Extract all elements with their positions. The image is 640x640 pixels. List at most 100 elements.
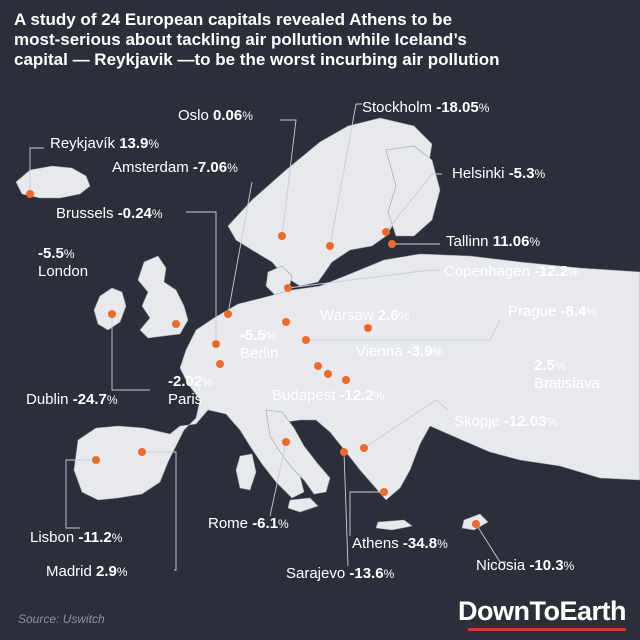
- capital-dot-london: [172, 320, 180, 328]
- capital-name-rome: Rome: [208, 515, 252, 532]
- percent-sign: %: [107, 393, 118, 407]
- percent-sign: %: [152, 207, 163, 221]
- capital-name-dublin: Dublin: [26, 391, 73, 408]
- capital-value-rome: -6.1: [252, 515, 278, 532]
- percent-sign: %: [568, 265, 579, 279]
- capital-name-bratislava: Bratislava: [534, 375, 601, 392]
- leader-line-amsterdam: [227, 181, 253, 315]
- capital-name-warsaw: Warsaw: [320, 307, 378, 324]
- capital-name-madrid: Madrid: [46, 563, 96, 580]
- leader-line-oslo: [280, 119, 297, 237]
- capital-label-dublin: Dublin -24.7%: [26, 391, 118, 408]
- capital-label-lisbon: Lisbon -11.2%: [30, 529, 123, 546]
- capital-dot-sarajevo: [340, 448, 348, 456]
- capital-dot-reykjavik: [26, 190, 34, 198]
- percent-sign: %: [555, 359, 566, 373]
- capital-value-athens: -34.8: [403, 535, 437, 552]
- capital-label-warsaw: Warsaw 2.6%: [320, 307, 410, 324]
- capital-label-stockholm: Stockholm -18.05%: [362, 99, 490, 116]
- capital-value-tallinn: 11.06: [493, 233, 530, 250]
- capital-dot-skopje: [360, 444, 368, 452]
- capital-dot-budapest: [342, 376, 350, 384]
- percent-sign: %: [529, 235, 540, 249]
- capital-name-stockholm: Stockholm: [362, 99, 436, 116]
- capital-dot-nicosia: [472, 520, 480, 528]
- leader-lines: [29, 103, 506, 571]
- percent-sign: %: [384, 567, 395, 581]
- capital-dot-rome: [282, 438, 290, 446]
- capital-value-amsterdam: -7.06: [193, 159, 227, 176]
- leader-line-helsinki: [385, 173, 442, 233]
- capital-label-tallinn: Tallinn 11.06%: [446, 233, 540, 250]
- capital-dot-dublin: [108, 310, 116, 318]
- percent-sign: %: [64, 247, 75, 261]
- capital-name-amsterdam: Amsterdam: [112, 159, 193, 176]
- capital-dot-tallinn: [388, 240, 396, 248]
- percent-sign: %: [586, 305, 597, 319]
- capital-value-sarajevo: -13.6: [349, 565, 383, 582]
- capital-name-vienna: Vienna: [356, 343, 407, 360]
- capital-name-london: London: [38, 263, 88, 280]
- leader-line-dublin: [111, 314, 150, 391]
- capital-label-nicosia: Nicosia -10.3%: [476, 557, 575, 574]
- capital-value-paris: -2.02: [168, 373, 202, 390]
- capital-label-sarajevo: Sarajevo -13.6%: [286, 565, 395, 582]
- leader-line-prague: [306, 319, 501, 341]
- percent-sign: %: [278, 517, 289, 531]
- capital-label-athens: Athens -34.8%: [352, 535, 448, 552]
- capital-value-london: -5.5: [38, 245, 64, 262]
- capital-dot-stockholm: [326, 242, 334, 250]
- capital-labels: Reykjavík 13.9%Oslo 0.06% Stockholm -18.0…: [26, 99, 601, 582]
- capital-name-nicosia: Nicosia: [476, 557, 529, 574]
- percent-sign: %: [148, 137, 159, 151]
- land-masses: [15, 117, 640, 531]
- percent-sign: %: [374, 389, 385, 403]
- leader-line-sarajevo: [343, 451, 349, 567]
- capital-name-sarajevo: Sarajevo: [286, 565, 349, 582]
- leader-line-brussels: [186, 211, 217, 344]
- leader-line-lisbon: [65, 459, 96, 529]
- headline: A study of 24 European capitals revealed…: [14, 10, 614, 70]
- capital-label-paris: -2.02%Paris: [168, 373, 213, 408]
- capital-dot-prague: [302, 336, 310, 344]
- capital-name-skopje: Skopje: [454, 413, 504, 430]
- percent-sign: %: [479, 101, 490, 115]
- capital-label-reykjavik: Reykjavík 13.9%: [50, 135, 159, 152]
- capital-name-lisbon: Lisbon: [30, 529, 78, 546]
- great-britain-landmass: [137, 255, 189, 339]
- brand-underline: [468, 628, 626, 631]
- capital-value-brussels: -0.24: [118, 205, 153, 222]
- capital-value-skopje: -12.03: [504, 413, 547, 430]
- percent-sign: %: [547, 415, 558, 429]
- capital-value-helsinki: -5.3: [509, 165, 535, 182]
- capital-name-tallinn: Tallinn: [446, 233, 493, 250]
- capital-name-reykjavik: Reykjavík: [50, 135, 119, 152]
- capital-value-oslo: 0.06: [213, 107, 242, 124]
- svg-text:2.5%: 2.5%: [534, 357, 566, 374]
- ireland-landmass: [93, 287, 127, 331]
- capital-name-copenhagen: Copenhagen: [444, 263, 534, 280]
- capital-dot-brussels: [212, 340, 220, 348]
- capital-label-bratislava: 2.5%Bratislava: [534, 357, 601, 392]
- capital-label-copenhagen: Copenhagen -12.2%: [444, 263, 579, 280]
- capital-value-dublin: -24.7: [73, 391, 107, 408]
- capital-name-brussels: Brussels: [56, 205, 118, 222]
- capital-dot-bratislava: [324, 370, 332, 378]
- capital-label-skopje: Skopje -12.03%: [454, 413, 558, 430]
- capital-dot-helsinki: [382, 228, 390, 236]
- capital-value-stockholm: -18.05: [436, 99, 479, 116]
- capital-dot-lisbon: [92, 456, 100, 464]
- headline-line-3: capital — Reykjavik —to be the worst inc…: [14, 50, 500, 69]
- capital-value-vienna: -3.9: [407, 343, 433, 360]
- finland-landmass: [385, 145, 441, 237]
- capital-label-berlin: -5.5%Berlin: [240, 327, 278, 362]
- capital-label-rome: Rome -6.1%: [208, 515, 289, 532]
- capital-dot-oslo: [278, 232, 286, 240]
- capital-dot-paris: [216, 360, 224, 368]
- capital-value-prague: -8.4: [561, 303, 588, 320]
- capital-label-prague: Prague -8.4%: [508, 303, 597, 320]
- leader-line-copenhagen: [287, 269, 440, 289]
- leader-line-athens: [349, 491, 384, 536]
- percent-sign: %: [202, 375, 213, 389]
